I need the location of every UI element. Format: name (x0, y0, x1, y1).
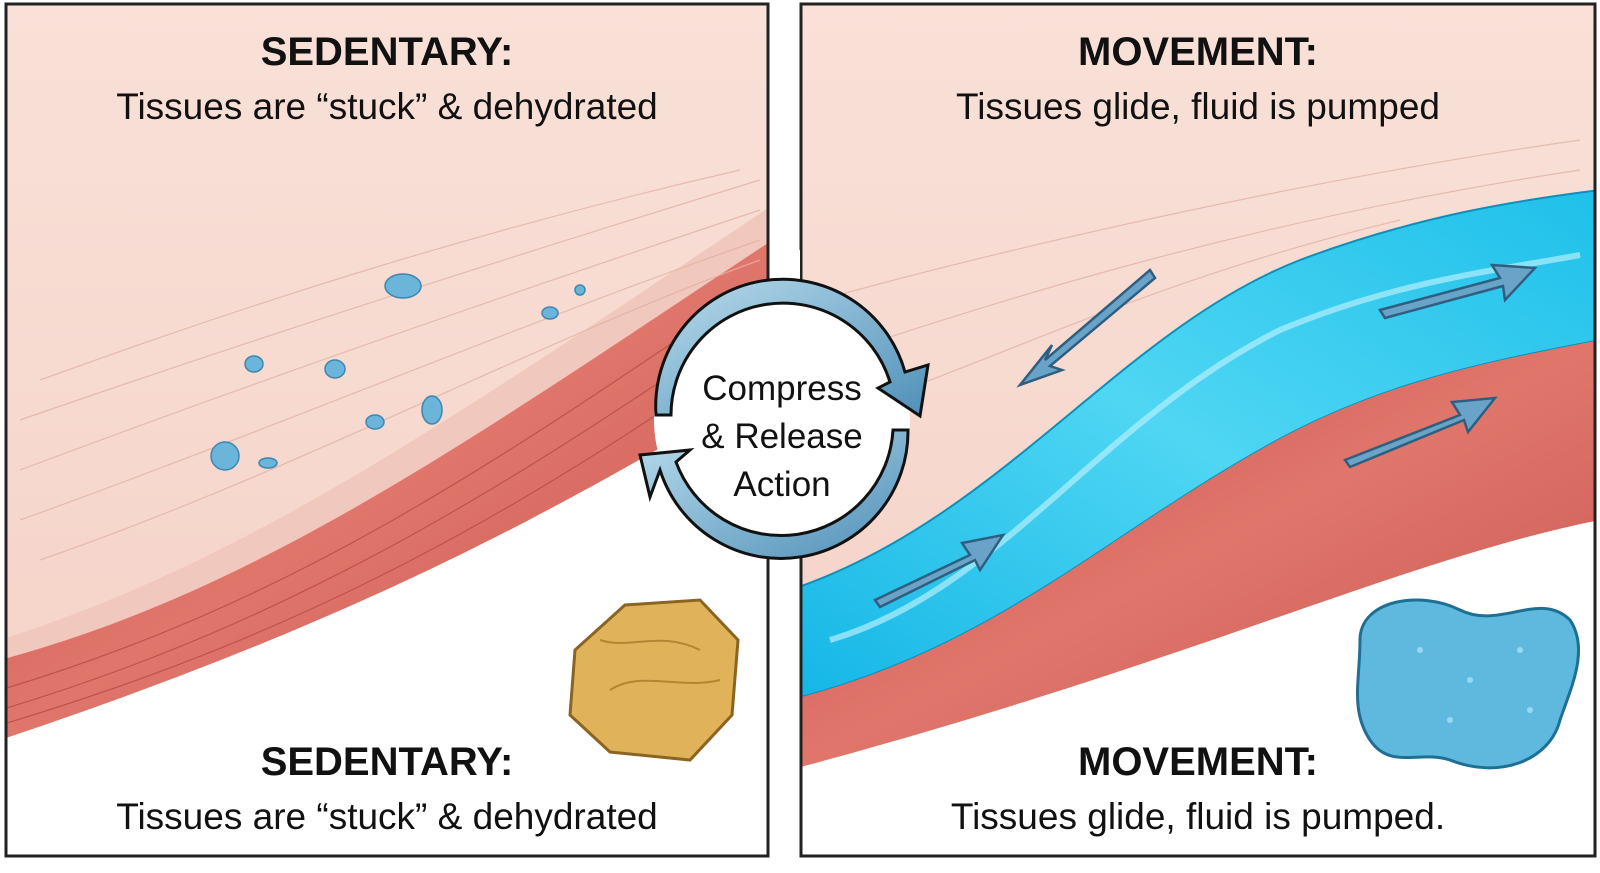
right-top-title: MOVEMENT: (1078, 30, 1318, 74)
right-bottom-title: MOVEMENT: (1078, 740, 1318, 784)
flow-arrows (873, 263, 1538, 609)
right-top-subtitle: Tissues glide, fluid is pumped (956, 86, 1440, 127)
left-top-title: SEDENTARY: (260, 30, 514, 74)
center-label: Compress & Release Action (682, 365, 882, 509)
center-line-2: & Release (701, 417, 863, 456)
fluid-channel (801, 189, 1595, 699)
wet-sponge-icon (1356, 598, 1580, 770)
left-panel-art (6, 4, 768, 856)
cycle-arrows-icon (638, 250, 930, 560)
water-droplets (210, 273, 586, 471)
muscle-layer (6, 242, 768, 738)
left-bottom-title: SEDENTARY: (260, 740, 514, 784)
right-bottom-subtitle: Tissues glide, fluid is pumped. (950, 796, 1446, 837)
center-line-1: Compress (702, 369, 862, 408)
center-line-3: Action (733, 465, 831, 504)
left-top-subtitle: Tissues are “stuck” & dehydrated (116, 86, 658, 127)
right-panel-art (801, 4, 1595, 856)
left-bottom-subtitle: Tissues are “stuck” & dehydrated (116, 796, 658, 837)
